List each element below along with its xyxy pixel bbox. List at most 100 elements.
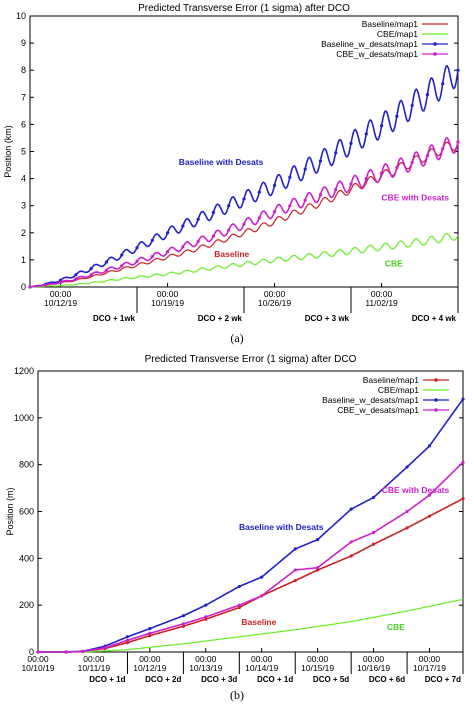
x-tick-date: 11/02/19: [365, 298, 398, 308]
data-point-1: [293, 578, 297, 583]
data-point-4: [237, 603, 241, 607]
chart-b: Predicted Transverse Error (1 sigma) aft…: [5, 354, 465, 684]
data-point-4: [364, 177, 368, 181]
data-point-4: [125, 638, 130, 642]
data-point-4: [196, 239, 200, 244]
data-point-3: [293, 547, 297, 551]
y-tick-label: 8: [21, 65, 26, 75]
data-point-4: [135, 259, 139, 263]
x-tick-time: 00:00: [139, 654, 161, 664]
data-point-3: [371, 495, 376, 500]
data-point-3: [74, 273, 78, 277]
data-point-4: [103, 646, 107, 650]
y-tick-label: 1: [21, 255, 26, 265]
dco-label: DCO + 2d: [145, 675, 181, 684]
data-point-4: [120, 264, 124, 268]
dco-label: DCO + 3d: [201, 675, 237, 684]
x-tick-date: 10/13/19: [189, 663, 222, 673]
legend-marker: [434, 378, 438, 382]
data-point-4: [165, 250, 170, 254]
legend-label: CBE_w_desats/map1: [336, 49, 418, 59]
data-point-3: [427, 444, 432, 448]
series-line-2: [29, 232, 459, 288]
data-point-4: [36, 650, 40, 654]
data-point-3: [257, 190, 261, 194]
data-point-4: [242, 222, 246, 226]
x-tick-date: 10/16/19: [357, 663, 390, 673]
x-tick-date: 10/10/19: [21, 663, 54, 673]
data-point-1: [148, 634, 152, 638]
data-point-3: [379, 124, 384, 128]
data-point-4: [441, 147, 445, 151]
data-point-1: [181, 624, 185, 628]
data-point-3: [181, 614, 185, 618]
data-point-4: [89, 273, 93, 277]
y-axis-label: Position (m): [5, 487, 15, 535]
y-tick-label: 10: [16, 11, 26, 21]
data-point-4: [74, 277, 78, 281]
data-point-3: [89, 266, 93, 271]
data-point-4: [211, 234, 216, 238]
data-point-4: [461, 460, 465, 464]
data-point-3: [410, 103, 414, 108]
y-tick-label: 400: [19, 553, 34, 563]
data-point-3: [303, 167, 307, 171]
series-line-3: [38, 398, 464, 653]
annotation: CBE: [387, 622, 405, 632]
y-tick-label: 1000: [14, 413, 34, 423]
data-point-4: [257, 216, 261, 220]
data-point-3: [165, 231, 170, 235]
data-point-4: [288, 204, 292, 208]
x-tick-date: 10/11/19: [78, 663, 111, 673]
x-tick-time: 00:00: [264, 289, 286, 299]
legend-marker: [434, 408, 438, 412]
x-tick-time: 00:00: [83, 654, 105, 664]
legend-label: CBE/map1: [377, 29, 418, 39]
data-point-4: [148, 631, 152, 635]
data-point-3: [318, 159, 323, 163]
data-point-4: [81, 649, 85, 654]
data-point-3: [425, 92, 430, 97]
data-point-3: [104, 260, 109, 264]
x-tick-date: 10/17/19: [413, 663, 446, 673]
x-tick-time: 00:00: [371, 289, 393, 299]
legend-label: Baseline/map1: [362, 19, 419, 29]
legend-label: Baseline_w_desats/map1: [322, 395, 419, 405]
data-point-4: [227, 228, 231, 232]
data-point-1: [237, 605, 241, 610]
legend-label: Baseline/map1: [363, 375, 420, 385]
y-tick-label: 3: [21, 201, 26, 211]
dco-label: DCO + 5d: [313, 675, 349, 684]
caption-a: (a): [230, 331, 244, 345]
caption-b: (b): [230, 688, 244, 702]
y-tick-label: 2: [21, 228, 26, 238]
legend-marker: [434, 398, 438, 402]
data-point-4: [204, 615, 208, 619]
chart-title: Predicted Transverse Error (1 sigma) aft…: [145, 354, 357, 365]
chart-a: Predicted Transverse Error (1 sigma) aft…: [3, 3, 460, 323]
dco-label: DCO + 1d: [89, 675, 125, 684]
data-point-4: [405, 509, 409, 514]
data-point-3: [441, 82, 445, 86]
data-point-4: [349, 540, 353, 544]
y-tick-label: 9: [21, 38, 26, 48]
data-point-4: [181, 622, 185, 626]
data-point-3: [135, 246, 139, 250]
data-point-4: [260, 594, 264, 598]
data-point-4: [316, 566, 320, 570]
data-point-4: [334, 187, 338, 192]
annotation: Baseline with Desats: [179, 157, 264, 167]
data-point-3: [237, 584, 241, 589]
y-tick-label: 4: [21, 174, 26, 184]
data-point-1: [427, 514, 432, 518]
data-point-3: [349, 141, 353, 145]
dco-label: DCO + 4 wk: [412, 314, 457, 323]
data-point-3: [211, 210, 216, 215]
data-point-1: [461, 497, 465, 501]
annotation: CBE: [385, 259, 403, 269]
x-tick-time: 00:00: [419, 654, 441, 664]
dco-label: DCO + 7d: [425, 675, 461, 684]
legend-marker: [433, 52, 437, 56]
dco-label: DCO + 1wk: [93, 314, 136, 323]
dco-label: DCO + 6d: [369, 675, 405, 684]
